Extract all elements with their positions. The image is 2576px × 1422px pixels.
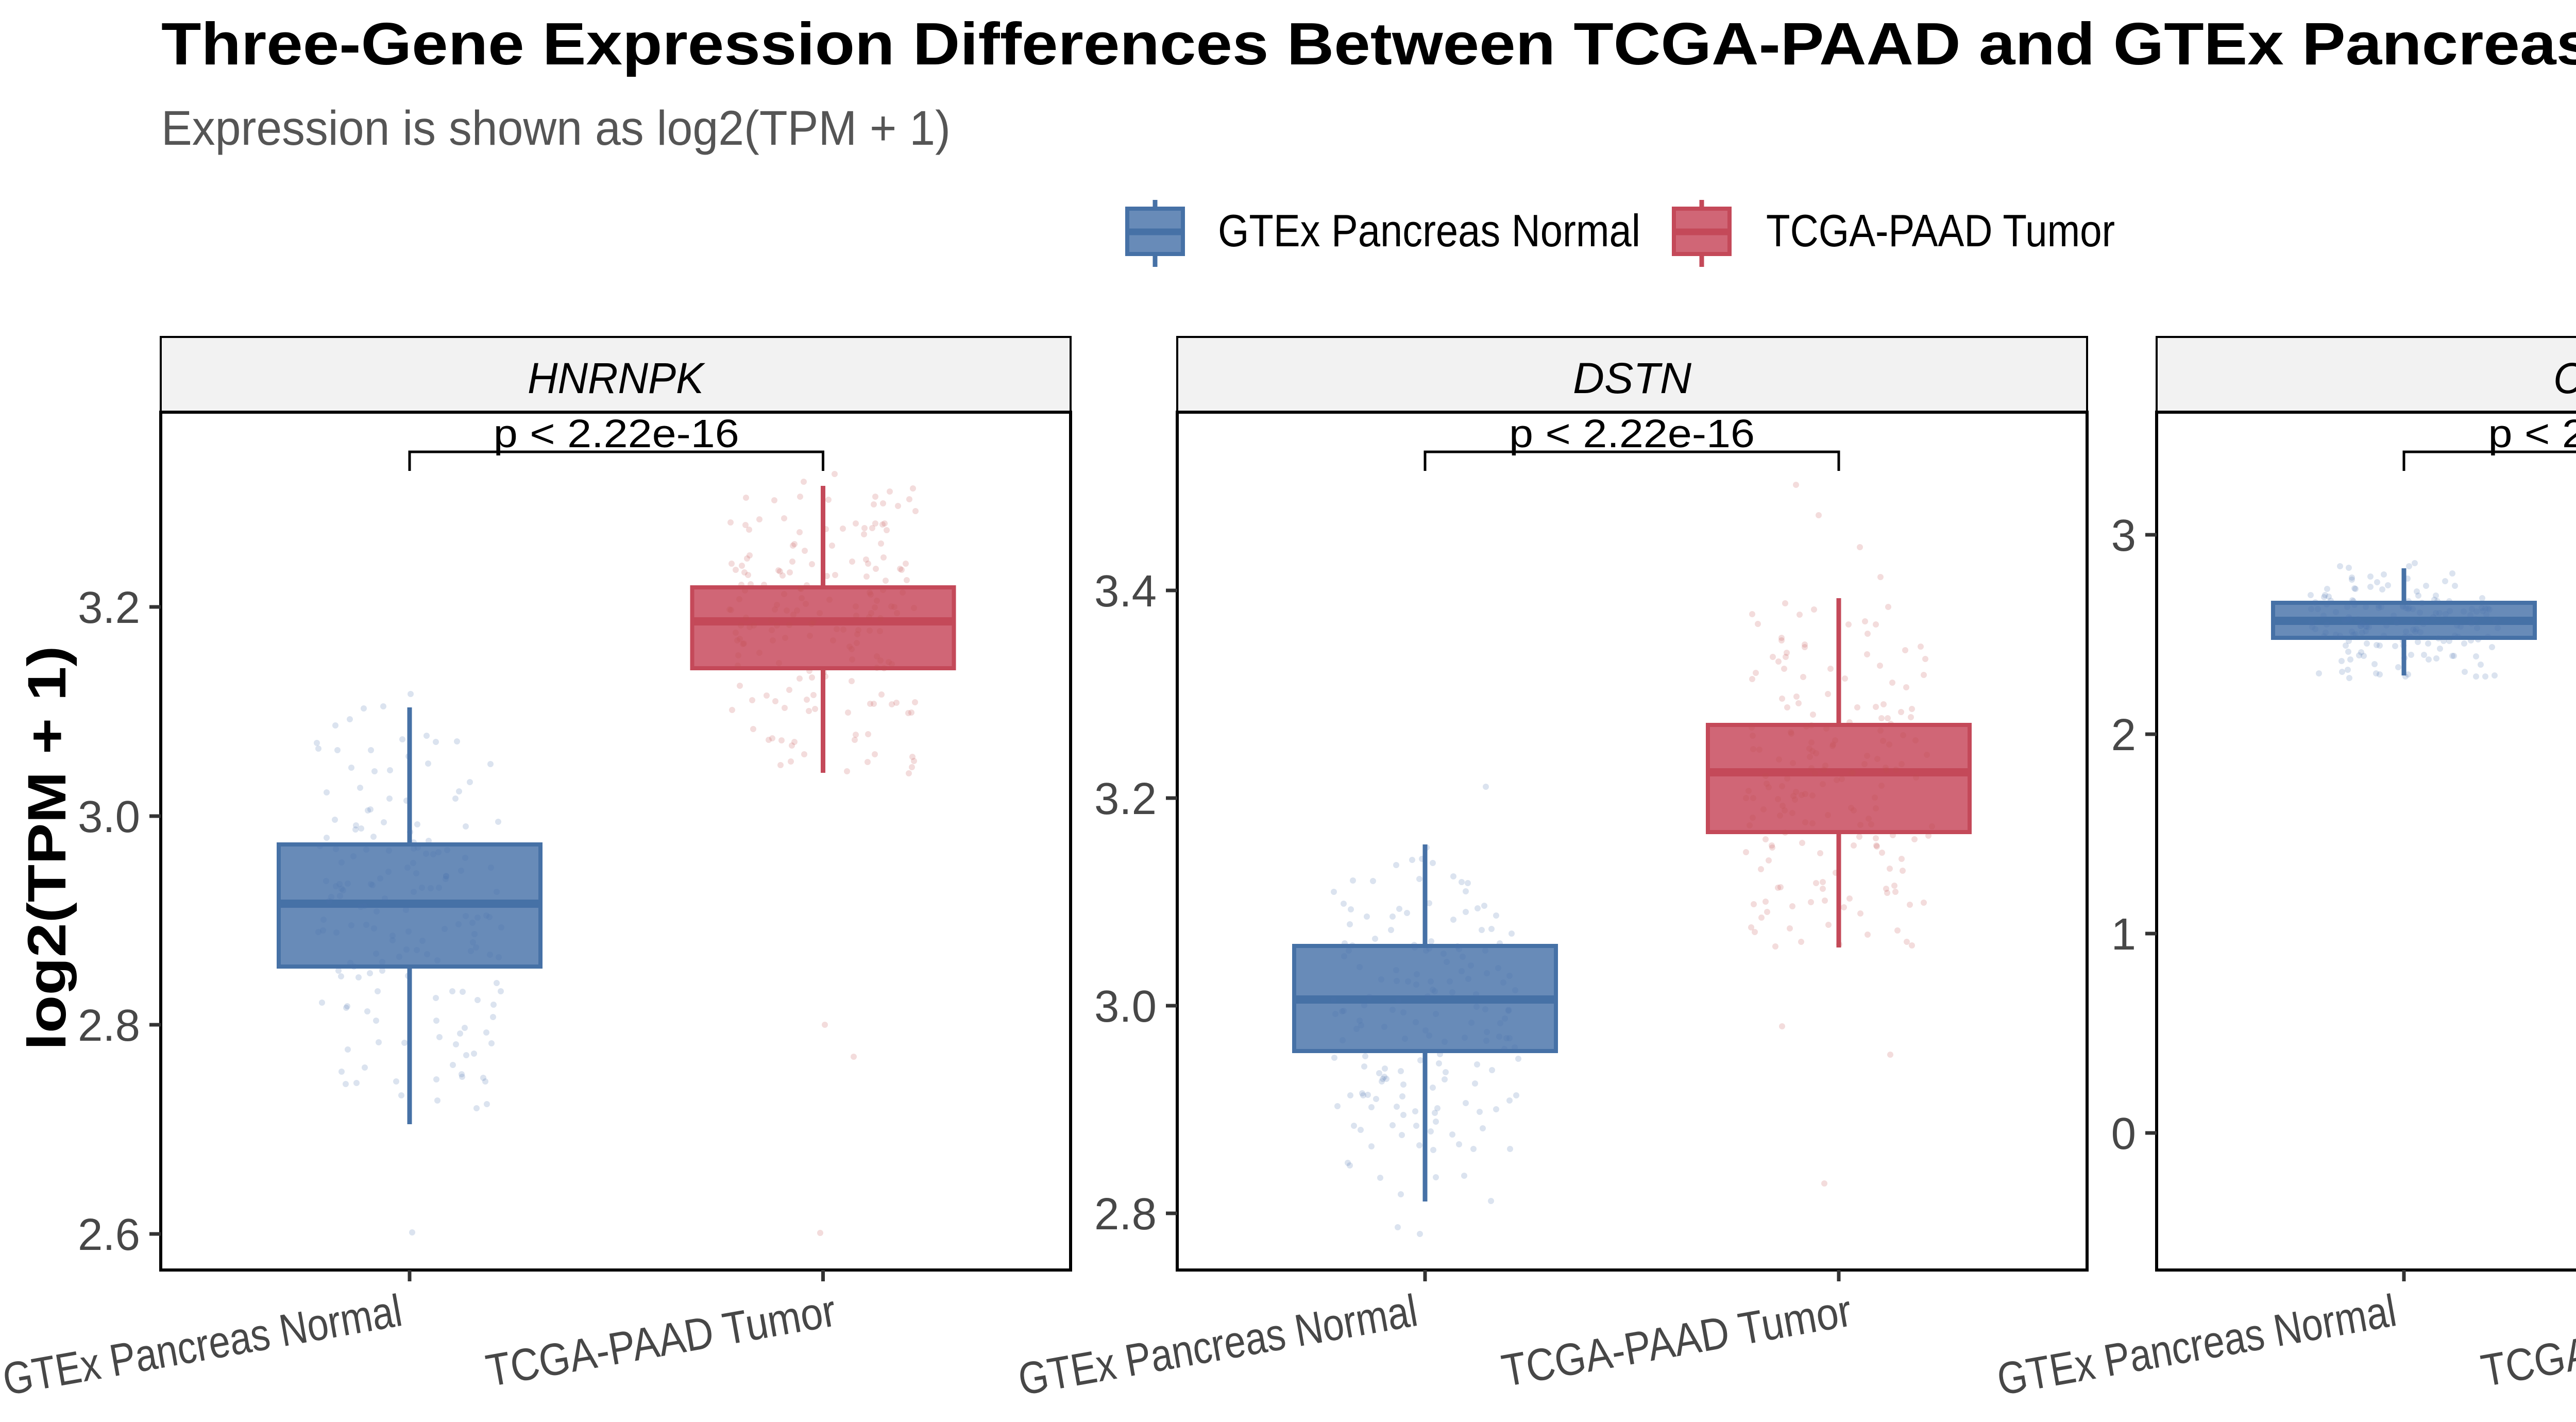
svg-text:3: 3 bbox=[2111, 511, 2136, 561]
svg-text:GTEx Pancreas Normal: GTEx Pancreas Normal bbox=[1218, 205, 1640, 256]
svg-text:3.4: 3.4 bbox=[1094, 566, 1157, 616]
svg-text:Three-Gene Expression Differen: Three-Gene Expression Differences Betwee… bbox=[161, 10, 2576, 77]
svg-text:2.6: 2.6 bbox=[78, 1210, 140, 1260]
svg-text:DSTN: DSTN bbox=[1573, 354, 1691, 402]
svg-text:p < 2.22e-16: p < 2.22e-16 bbox=[1509, 412, 1755, 456]
svg-text:p < 2.22e-16: p < 2.22e-16 bbox=[2488, 412, 2576, 456]
svg-text:0: 0 bbox=[2111, 1109, 2136, 1159]
svg-text:2: 2 bbox=[2111, 710, 2136, 760]
svg-text:3.2: 3.2 bbox=[78, 583, 140, 633]
svg-text:3.0: 3.0 bbox=[78, 792, 140, 842]
svg-text:2.8: 2.8 bbox=[78, 1001, 140, 1051]
svg-text:2.8: 2.8 bbox=[1094, 1189, 1157, 1239]
svg-text:CDH1: CDH1 bbox=[2553, 354, 2576, 402]
svg-text:TCGA-PAAD Tumor: TCGA-PAAD Tumor bbox=[1766, 205, 2115, 256]
svg-text:Expression is shown as log2(TP: Expression is shown as log2(TPM + 1) bbox=[161, 101, 951, 156]
svg-text:3.2: 3.2 bbox=[1094, 774, 1157, 824]
svg-text:p < 2.22e-16: p < 2.22e-16 bbox=[494, 412, 739, 456]
svg-text:HNRNPK: HNRNPK bbox=[528, 354, 706, 402]
svg-text:log2(TPM + 1): log2(TPM + 1) bbox=[17, 646, 77, 1051]
svg-text:3.0: 3.0 bbox=[1094, 981, 1157, 1031]
svg-text:1: 1 bbox=[2111, 909, 2136, 959]
